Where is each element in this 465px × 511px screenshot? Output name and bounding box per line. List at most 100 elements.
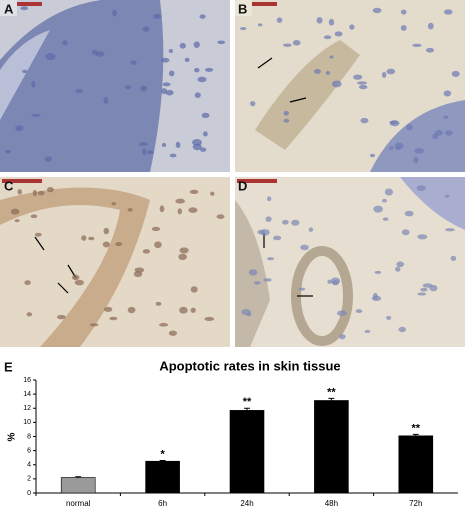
nucleus xyxy=(168,330,178,336)
nucleus xyxy=(179,247,189,254)
nucleus xyxy=(155,301,162,306)
nucleus xyxy=(443,9,453,15)
nucleus xyxy=(153,13,162,19)
error-bar xyxy=(159,460,166,462)
nucleus xyxy=(45,53,56,61)
nucleus xyxy=(240,27,247,31)
nucleus xyxy=(384,188,394,196)
vessel xyxy=(291,246,353,346)
nucleus xyxy=(357,81,367,85)
nucleus xyxy=(395,266,401,272)
nucleus xyxy=(178,253,188,261)
nucleus xyxy=(216,214,225,220)
nucleus xyxy=(444,130,453,136)
nucleus xyxy=(74,279,84,286)
scale-bar xyxy=(237,179,277,183)
nucleus xyxy=(444,194,450,198)
x-tick-label: 6h xyxy=(158,499,167,508)
nucleus xyxy=(257,229,266,235)
nucleus xyxy=(338,334,346,340)
nucleus xyxy=(201,112,210,119)
y-tick-label: 8 xyxy=(27,433,31,440)
nucleus xyxy=(127,208,133,212)
panel-label: A xyxy=(4,1,14,16)
nucleus xyxy=(372,292,378,300)
nucleus xyxy=(291,219,300,226)
nucleus xyxy=(32,189,37,197)
x-tick-label: 48h xyxy=(325,499,338,508)
chart-title: Apoptotic rates in skin tissue xyxy=(159,358,340,373)
nucleus xyxy=(159,322,169,327)
nucleus xyxy=(323,35,332,40)
nucleus xyxy=(414,147,424,154)
nucleus xyxy=(282,43,292,47)
nucleus xyxy=(159,205,165,213)
nucleus xyxy=(75,88,84,93)
nucleus xyxy=(10,208,20,215)
nucleus xyxy=(412,43,422,47)
nucleus xyxy=(316,17,323,24)
error-bar xyxy=(75,476,82,479)
nucleus xyxy=(169,153,177,158)
nucleus xyxy=(133,270,143,278)
nucleus xyxy=(199,14,206,19)
nucleus xyxy=(56,314,66,320)
vessel xyxy=(0,187,150,347)
label-bg xyxy=(235,0,252,16)
x-tick-label: normal xyxy=(66,499,91,508)
nucleus xyxy=(349,24,355,30)
nucleus xyxy=(250,101,256,107)
bar xyxy=(398,435,434,494)
nucleus xyxy=(400,25,407,31)
nucleus xyxy=(416,185,426,192)
micrographs xyxy=(0,0,465,347)
nucleus xyxy=(109,316,118,321)
nucleus xyxy=(401,229,410,236)
nucleus xyxy=(71,274,80,281)
label-bg xyxy=(0,0,17,16)
nucleus xyxy=(396,261,405,268)
nucleus xyxy=(31,80,36,88)
nucleus xyxy=(329,55,334,59)
nucleus xyxy=(283,110,290,116)
nucleus xyxy=(165,89,174,96)
scale-bar xyxy=(2,179,42,183)
nucleus xyxy=(398,326,406,333)
panel-label: C xyxy=(4,178,14,193)
nucleus xyxy=(273,235,282,241)
nucleus xyxy=(103,306,113,312)
nucleus xyxy=(193,41,200,48)
nucleus xyxy=(140,85,148,92)
y-tick-label: 4 xyxy=(27,462,31,469)
nucleus xyxy=(127,306,136,314)
y-tick-label: 12 xyxy=(23,405,31,412)
nucleus xyxy=(276,17,283,23)
y-tick-label: 0 xyxy=(27,490,31,497)
nucleus xyxy=(24,280,31,286)
nucleus xyxy=(417,234,428,240)
nucleus xyxy=(443,90,452,97)
nucleus xyxy=(203,131,208,137)
error-bar xyxy=(328,397,335,403)
x-tick-label: 24h xyxy=(240,499,253,508)
nucleus xyxy=(382,217,389,221)
nucleus xyxy=(175,198,185,204)
nucleus xyxy=(388,146,394,150)
bar xyxy=(314,400,349,494)
nucleus xyxy=(34,232,42,237)
nucleus xyxy=(283,118,290,123)
scale-bar xyxy=(237,2,277,6)
nucleus xyxy=(102,241,110,248)
nucleus xyxy=(26,312,33,317)
nucleus xyxy=(47,186,54,193)
nucleus xyxy=(445,228,455,232)
nucleus xyxy=(420,287,428,292)
nucleus xyxy=(103,227,110,235)
y-tick-label: 6 xyxy=(27,447,31,454)
nucleus xyxy=(265,216,272,222)
nucleus xyxy=(241,309,251,316)
nucleus xyxy=(44,156,52,162)
scale-bar xyxy=(2,2,42,6)
tissue xyxy=(0,30,50,120)
